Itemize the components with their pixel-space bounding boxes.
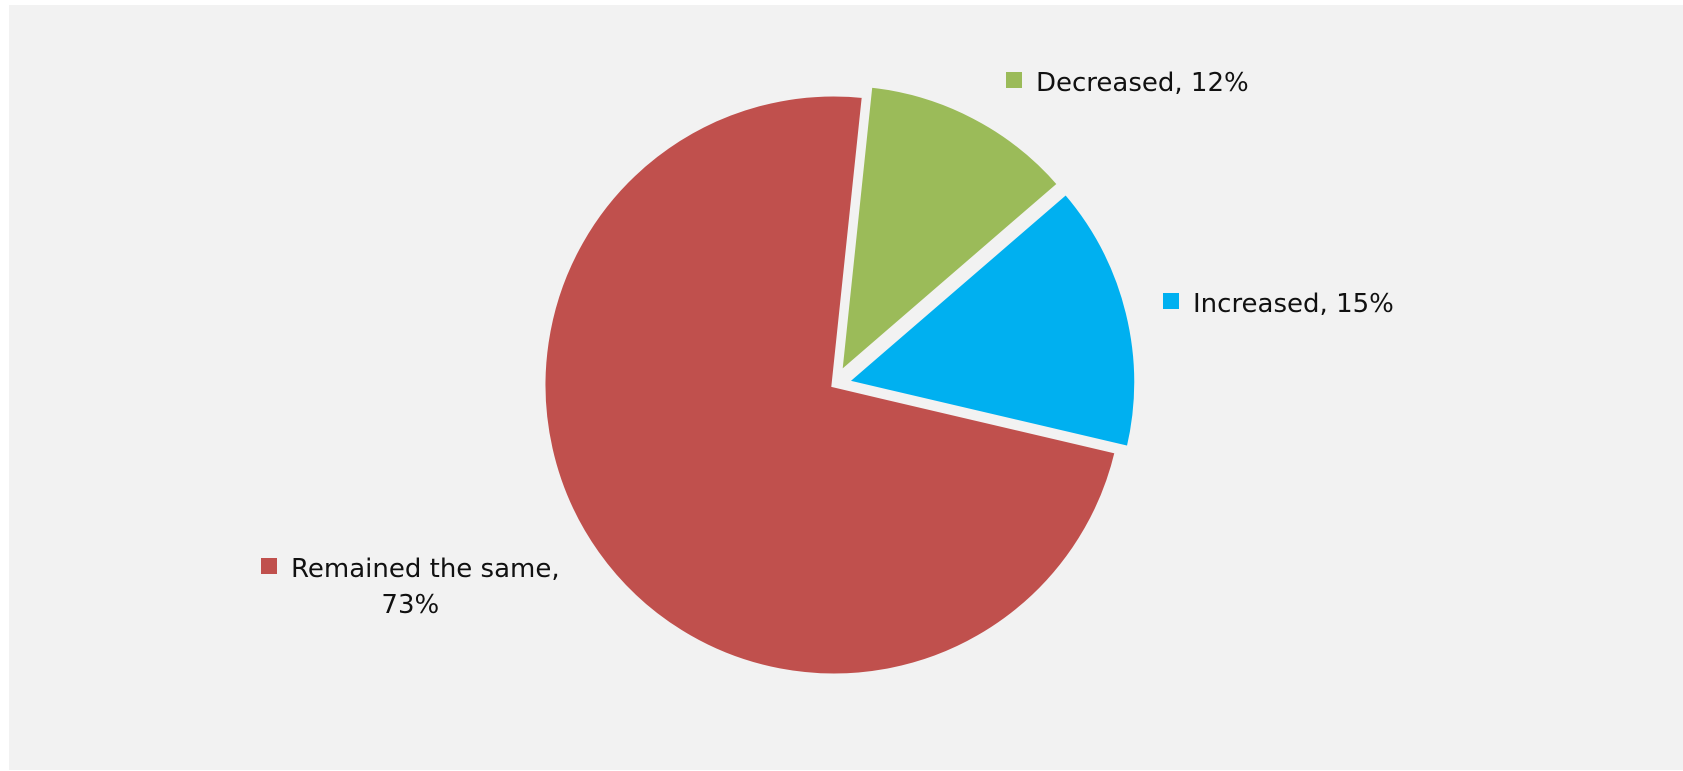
legend-swatch-remained [261,558,277,574]
pie-slice-increased [840,188,1140,452]
data-label-text-remained-line2: 73% [381,590,440,620]
pie-chart [540,82,1140,679]
legend-swatch-increased [1163,293,1179,309]
data-label-text-decreased: Decreased, 12% [1036,68,1249,98]
data-label-increased: Increased, 15% [1163,286,1394,322]
data-label-text-increased: Increased, 15% [1193,289,1394,319]
pie-slice-remained-the-same [540,91,1121,679]
legend-swatch-decreased [1006,72,1022,88]
data-label-text-remained-line1: Remained the same, [291,554,560,584]
data-label-remained: Remained the same, 73% [261,551,560,623]
chart-area: Decreased, 12% Increased, 15% Remained t… [9,5,1683,770]
pie-slice-decreased [836,82,1064,381]
data-label-decreased: Decreased, 12% [1006,65,1249,101]
